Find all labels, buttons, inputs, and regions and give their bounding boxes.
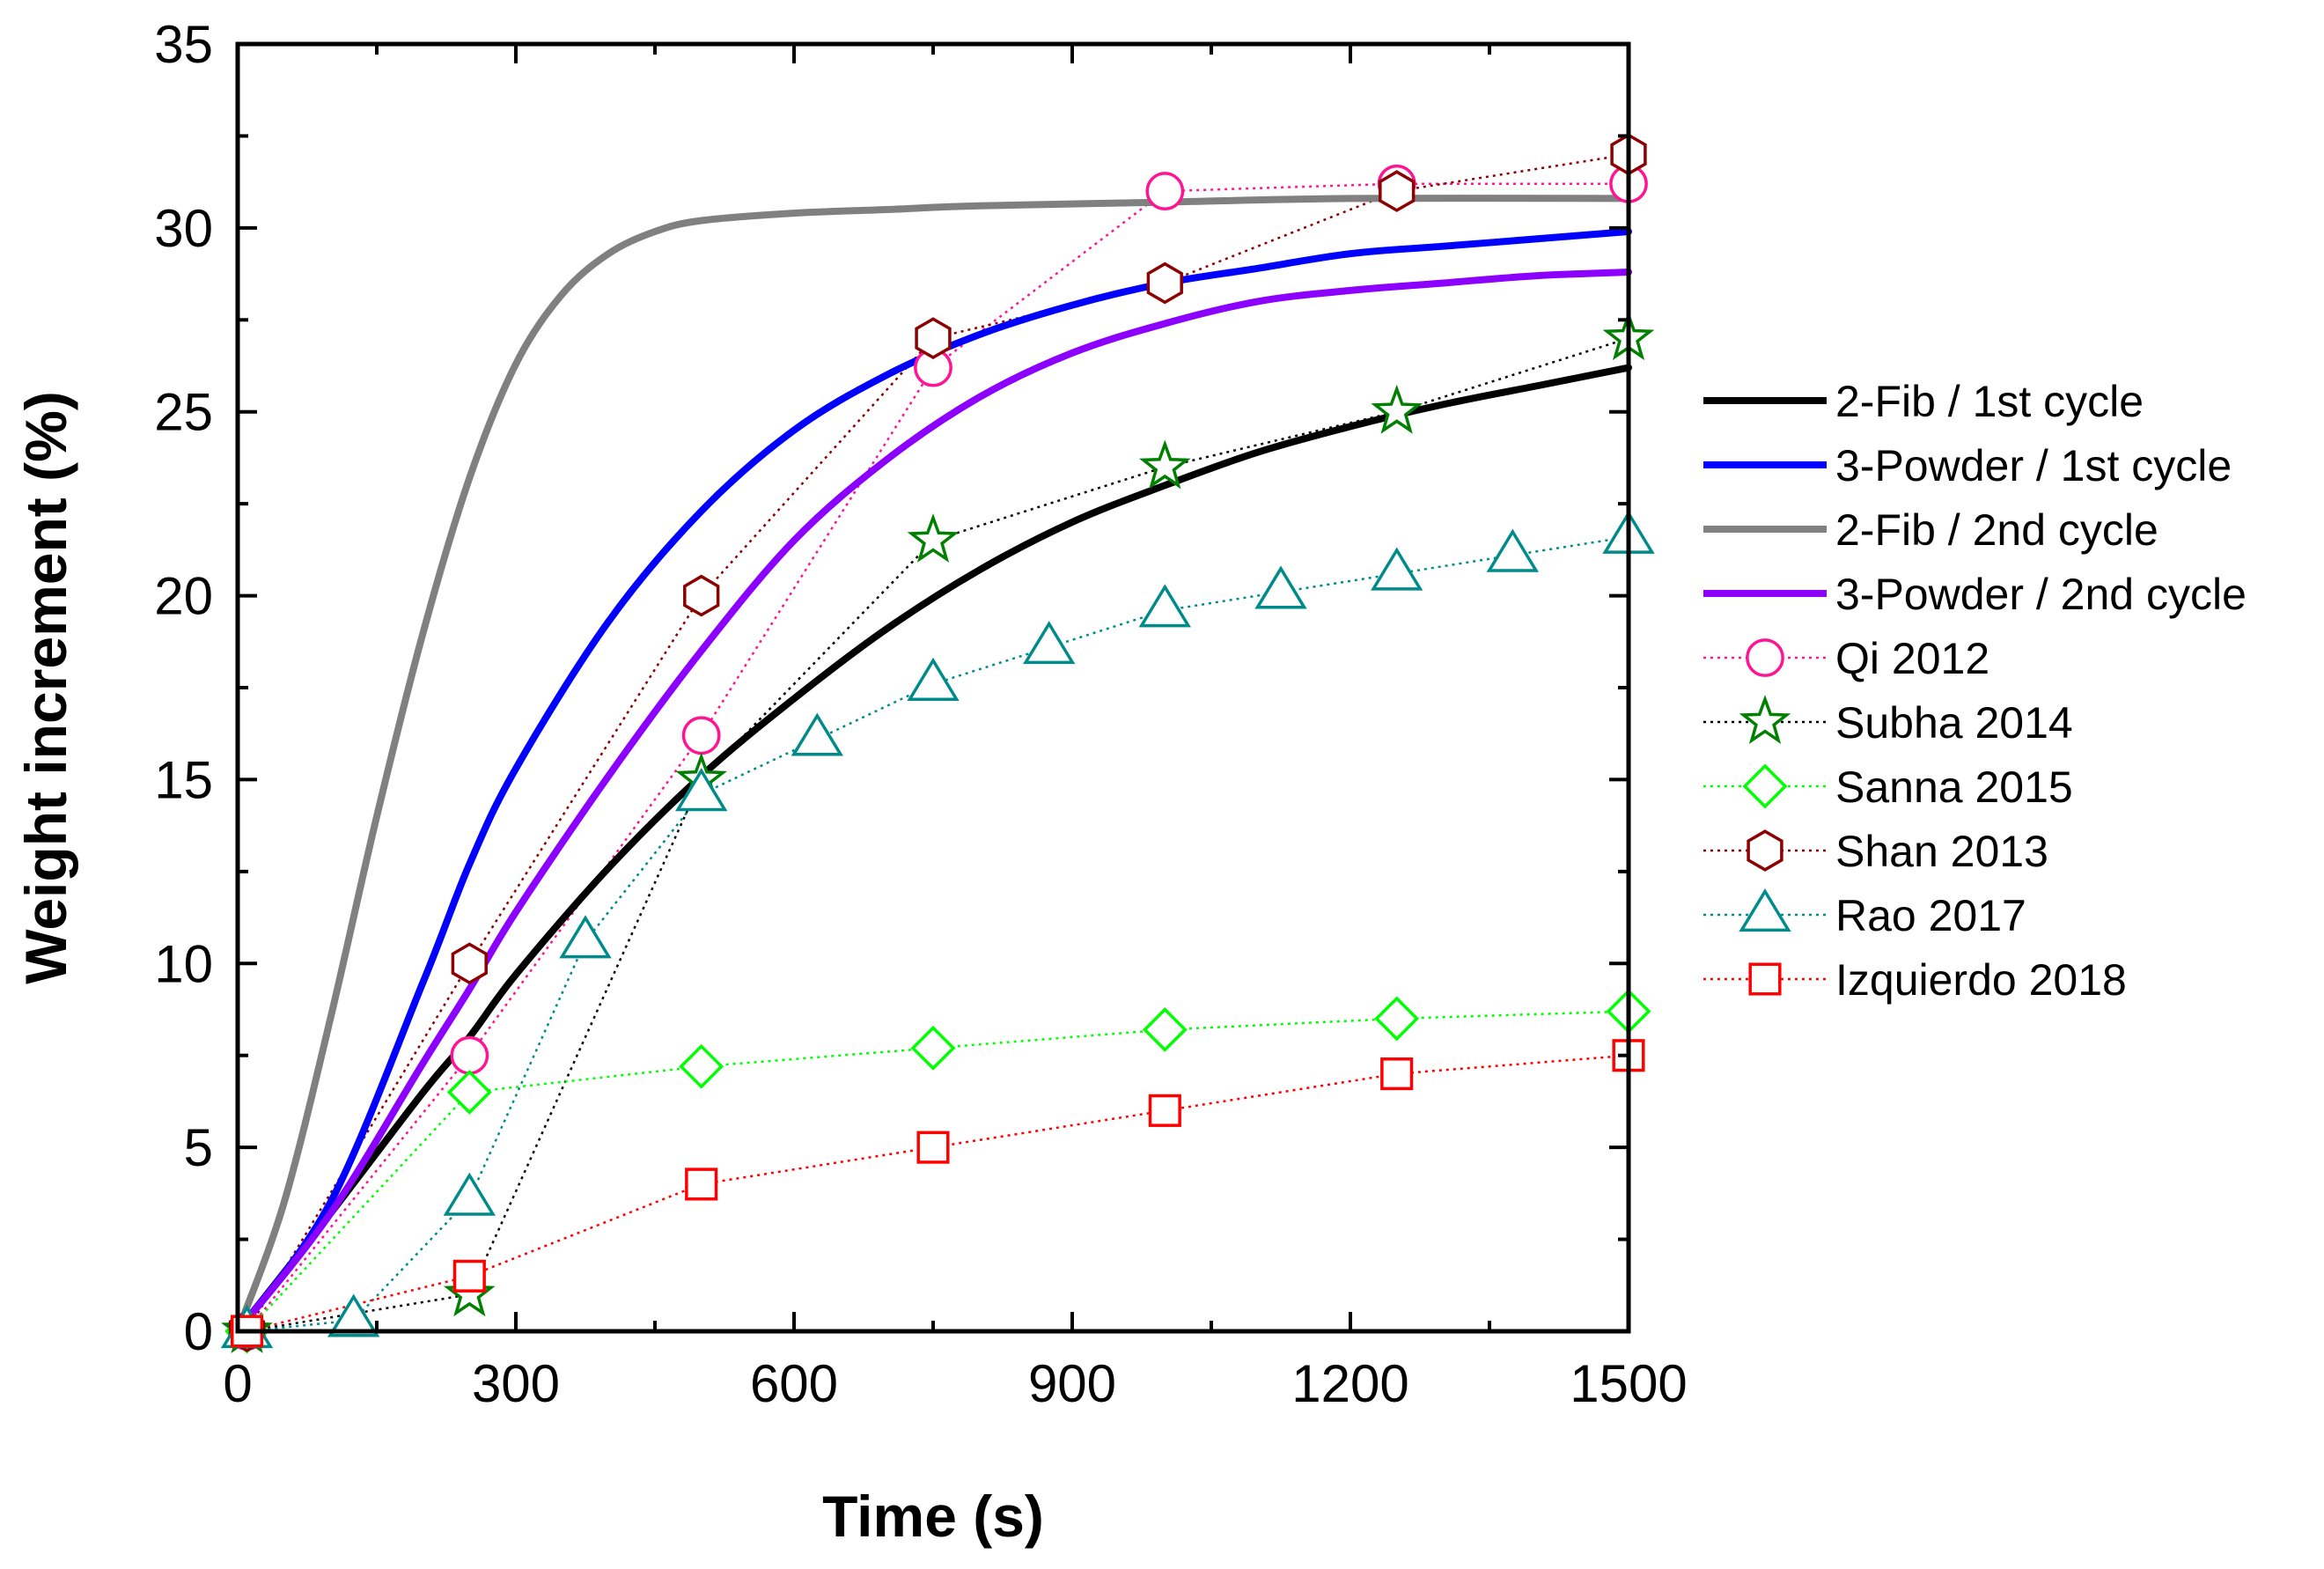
data-point-rao-2017 — [1022, 621, 1076, 665]
legend-swatch-marker — [1748, 962, 1782, 996]
axis-ticks — [236, 42, 1630, 1333]
data-point-izquierdo-2018 — [685, 1168, 718, 1201]
x-axis-title: Time (s) — [822, 1484, 1044, 1549]
data-point-rao-2017 — [791, 712, 844, 756]
legend-item-3-powder-1st-cycle: 3-Powder / 1st cycle — [1703, 441, 2232, 490]
legend-label: Izquierdo 2018 — [1835, 955, 2127, 1005]
legend-item-3-powder-2nd-cycle: 3-Powder / 2nd cycle — [1703, 570, 2247, 619]
y-tick-label: 30 — [154, 199, 213, 258]
data-point-shan-2013 — [915, 317, 952, 360]
data-point-sanna-2015 — [910, 1025, 956, 1071]
data-point-subha-2014 — [1371, 384, 1423, 434]
legend-label: Sanna 2015 — [1835, 762, 2073, 812]
data-point-izquierdo-2018 — [452, 1259, 486, 1293]
data-point-shan-2013 — [683, 574, 720, 617]
y-tick-label: 20 — [154, 567, 213, 626]
y-tick-label: 25 — [154, 383, 213, 442]
data-point-rao-2017 — [443, 1172, 496, 1216]
tick-labels: 0 300 600 900 1200 1500 0 5 10 15 20 25 30 35 — [154, 15, 1687, 1413]
data-point-subha-2014 — [1138, 439, 1191, 490]
legend-item-qi-2012: Qi 2012 — [1703, 634, 1989, 683]
x-tick-label: 600 — [750, 1354, 838, 1413]
y-tick-label: 35 — [154, 15, 213, 74]
x-tick-label: 1500 — [1570, 1354, 1687, 1413]
data-point-qi-2012 — [681, 716, 721, 755]
data-point-rao-2017 — [674, 768, 728, 812]
legend-label: 2-Fib / 2nd cycle — [1835, 505, 2159, 555]
legend-swatch-marker — [1739, 695, 1791, 744]
series-line-3-powder-2nd-cycle — [234, 269, 1632, 1335]
x-tick-label: 900 — [1028, 1354, 1116, 1413]
series-markers-rao-2017 — [220, 510, 1655, 1349]
legend-item-2-fib-1st-cycle: 2-Fib / 1st cycle — [1703, 377, 2144, 426]
legend-swatch-marker — [1742, 763, 1788, 809]
legend-swatch-marker — [1739, 888, 1791, 932]
data-point-qi-2012 — [1145, 172, 1185, 210]
legend-label: Rao 2017 — [1835, 891, 2026, 940]
legend-label: Subha 2014 — [1835, 698, 2073, 748]
x-tick-label: 1200 — [1291, 1354, 1408, 1413]
legend-label: 3-Powder / 2nd cycle — [1835, 570, 2247, 619]
data-point-sanna-2015 — [679, 1043, 724, 1089]
legend: 2-Fib / 1st cycle 3-Powder / 1st cycle 2-F… — [1703, 377, 2247, 1005]
y-axis-title: Weight increment (%) — [13, 391, 78, 984]
data-point-rao-2017 — [1486, 528, 1540, 572]
x-tick-label: 300 — [472, 1354, 560, 1413]
legend-swatch-marker — [1747, 829, 1783, 872]
data-point-shan-2013 — [451, 942, 488, 985]
data-point-izquierdo-2018 — [1148, 1094, 1181, 1127]
data-point-sanna-2015 — [446, 1070, 492, 1115]
data-point-rao-2017 — [559, 915, 612, 959]
series-line-2-fib-1st-cycle — [234, 364, 1632, 1335]
data-point-rao-2017 — [1138, 584, 1192, 628]
data-point-sanna-2015 — [1374, 996, 1420, 1042]
y-tick-label: 0 — [184, 1302, 213, 1361]
data-point-rao-2017 — [1370, 547, 1423, 591]
data-point-izquierdo-2018 — [916, 1131, 950, 1164]
y-tick-label: 10 — [154, 934, 213, 993]
legend-swatch-marker — [1746, 638, 1784, 677]
legend-label: Qi 2012 — [1835, 634, 1989, 683]
y-tick-label: 5 — [184, 1118, 213, 1177]
data-point-sanna-2015 — [1142, 1007, 1188, 1052]
legend-item-rao-2017: Rao 2017 — [1703, 888, 2026, 940]
data-point-shan-2013 — [1379, 170, 1416, 212]
plot-area — [220, 133, 1655, 1354]
legend-item-sanna-2015: Sanna 2015 — [1703, 762, 2073, 812]
legend-item-shan-2013: Shan 2013 — [1703, 827, 2048, 876]
legend-label: 2-Fib / 1st cycle — [1835, 377, 2144, 426]
data-point-izquierdo-2018 — [1380, 1057, 1414, 1091]
legend-item-subha-2014: Subha 2014 — [1703, 695, 2073, 748]
y-tick-label: 15 — [154, 750, 213, 809]
data-point-rao-2017 — [1254, 565, 1307, 609]
series-line-3-powder-1st-cycle — [234, 228, 1632, 1335]
legend-item-izquierdo-2018: Izquierdo 2018 — [1703, 955, 2127, 1005]
legend-label: Shan 2013 — [1835, 827, 2048, 876]
data-point-rao-2017 — [907, 657, 960, 701]
data-point-subha-2014 — [907, 513, 960, 563]
data-point-rao-2017 — [327, 1293, 380, 1337]
legend-label: 3-Powder / 1st cycle — [1835, 441, 2232, 490]
data-point-qi-2012 — [450, 1035, 489, 1075]
x-tick-label: 0 — [223, 1354, 252, 1413]
legend-item-2-fib-2nd-cycle: 2-Fib / 2nd cycle — [1703, 505, 2159, 555]
data-point-shan-2013 — [1146, 262, 1183, 305]
